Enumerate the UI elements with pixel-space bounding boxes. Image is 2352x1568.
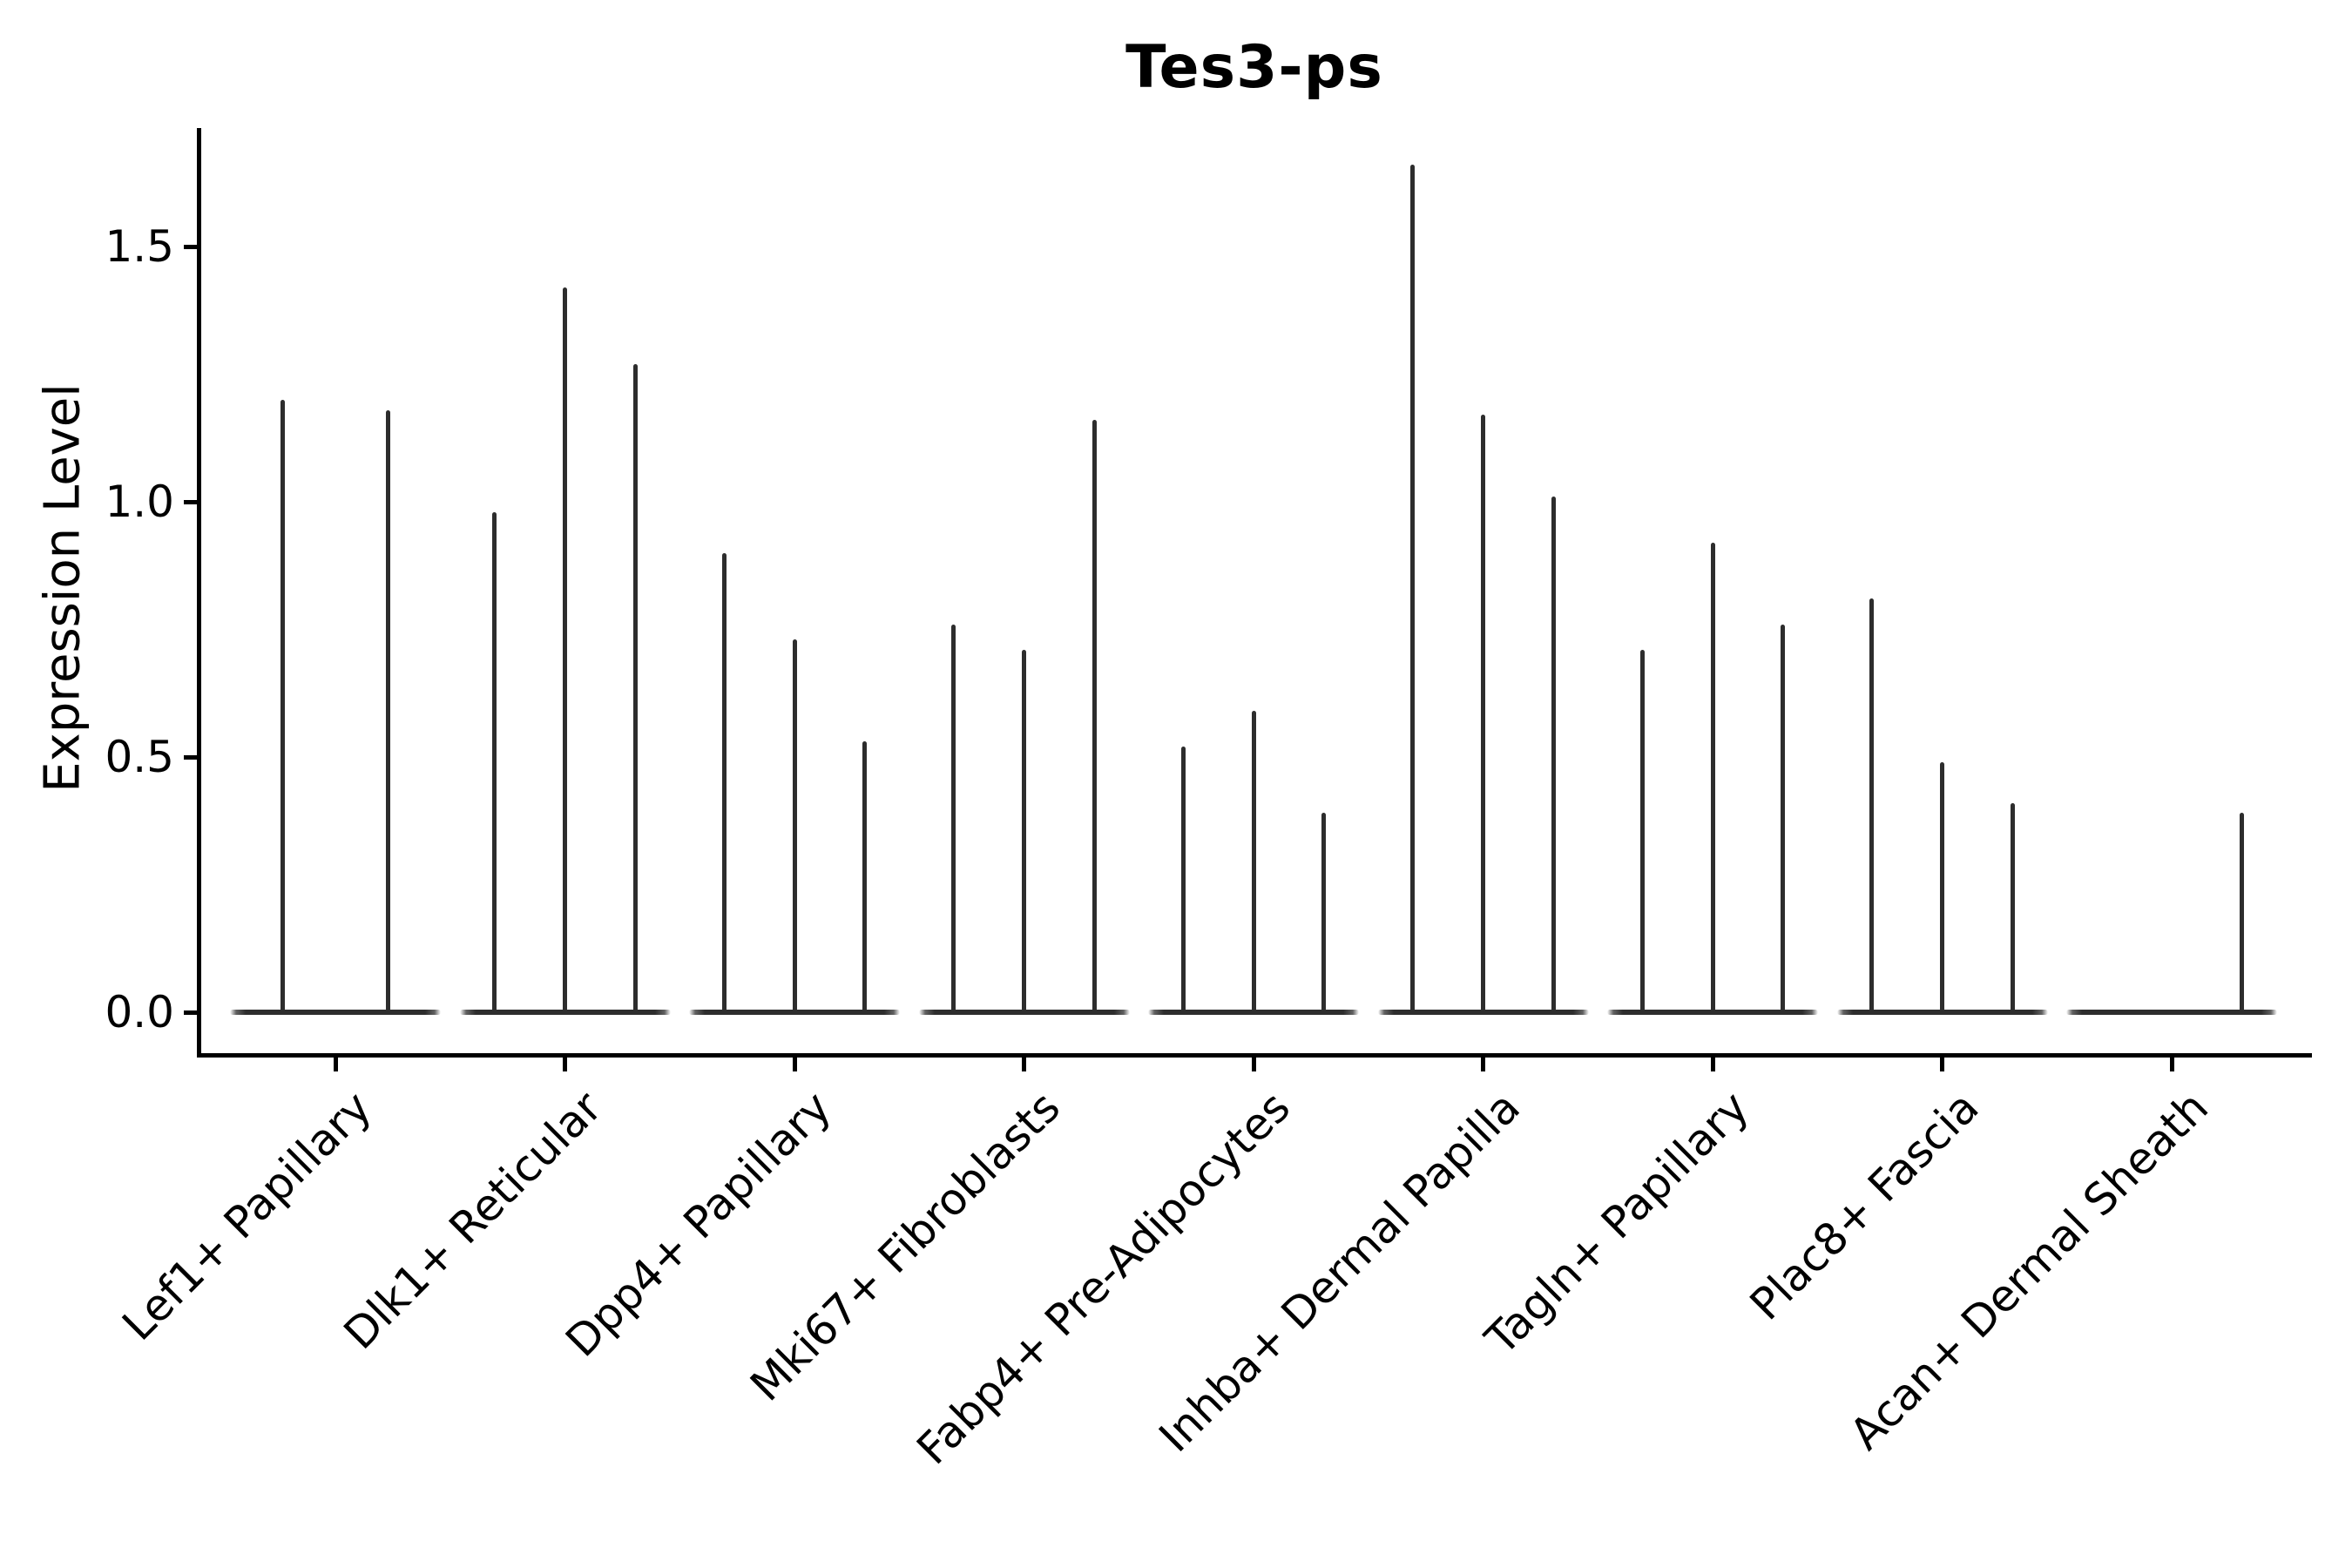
x-tick <box>1481 1057 1485 1071</box>
y-axis-spine <box>197 128 201 1058</box>
y-tick <box>184 1010 198 1015</box>
violin-spike <box>563 287 567 1015</box>
violin-spike <box>1321 813 1327 1015</box>
violin-spike <box>1410 165 1416 1015</box>
violin-spike <box>862 741 868 1015</box>
y-tick-label: 1.0 <box>105 476 174 527</box>
x-tick-label: Lef1+ Papillary <box>112 1081 382 1350</box>
x-axis-spine <box>197 1053 2312 1058</box>
violin-spike <box>1639 649 1645 1015</box>
violin-spike <box>1869 598 1875 1015</box>
violin-spike <box>2240 813 2245 1015</box>
x-tick-label: Fabp4+ Pre-Adipocytes <box>907 1081 1300 1475</box>
x-tick <box>1251 1057 1256 1071</box>
x-tick <box>1022 1057 1026 1071</box>
violin-spike <box>792 639 797 1015</box>
violin-spike <box>2010 802 2015 1015</box>
violin-spike <box>1481 415 1485 1015</box>
x-tick <box>1940 1057 1944 1071</box>
violin-spike <box>1251 711 1256 1015</box>
y-tick <box>184 245 198 249</box>
violin-spike <box>1092 420 1097 1015</box>
y-tick-label: 0.5 <box>105 732 174 782</box>
violin-baseline <box>230 1010 441 1015</box>
violin-spike <box>951 624 956 1015</box>
violin-spike <box>721 552 727 1015</box>
y-tick <box>184 755 198 760</box>
x-tick-label: Dlk1+ Reticular <box>334 1081 612 1360</box>
violin-spike <box>1940 761 1944 1015</box>
violin-spike <box>280 399 285 1015</box>
x-tick <box>2169 1057 2174 1071</box>
violin-spike <box>1551 497 1556 1015</box>
y-axis-label: Expression Level <box>34 383 91 793</box>
violin-spike <box>1710 542 1715 1015</box>
violin-spike <box>492 511 497 1015</box>
y-tick-label: 1.5 <box>105 221 174 272</box>
violin-spike <box>1022 649 1026 1015</box>
violin-spike <box>1180 747 1186 1015</box>
violin-spike <box>386 409 390 1015</box>
y-tick <box>184 500 198 504</box>
x-tick-label: Plac8+ Fascia <box>1740 1081 1989 1330</box>
x-tick <box>1710 1057 1715 1071</box>
violin-spike <box>1781 624 1786 1015</box>
chart-title: Tes3-ps <box>1125 33 1383 102</box>
x-tick <box>563 1057 567 1071</box>
violin-baseline <box>2066 1010 2277 1015</box>
x-tick <box>792 1057 797 1071</box>
violin-spike <box>632 363 638 1015</box>
y-tick-label: 0.0 <box>105 987 174 1037</box>
x-tick <box>333 1057 338 1071</box>
